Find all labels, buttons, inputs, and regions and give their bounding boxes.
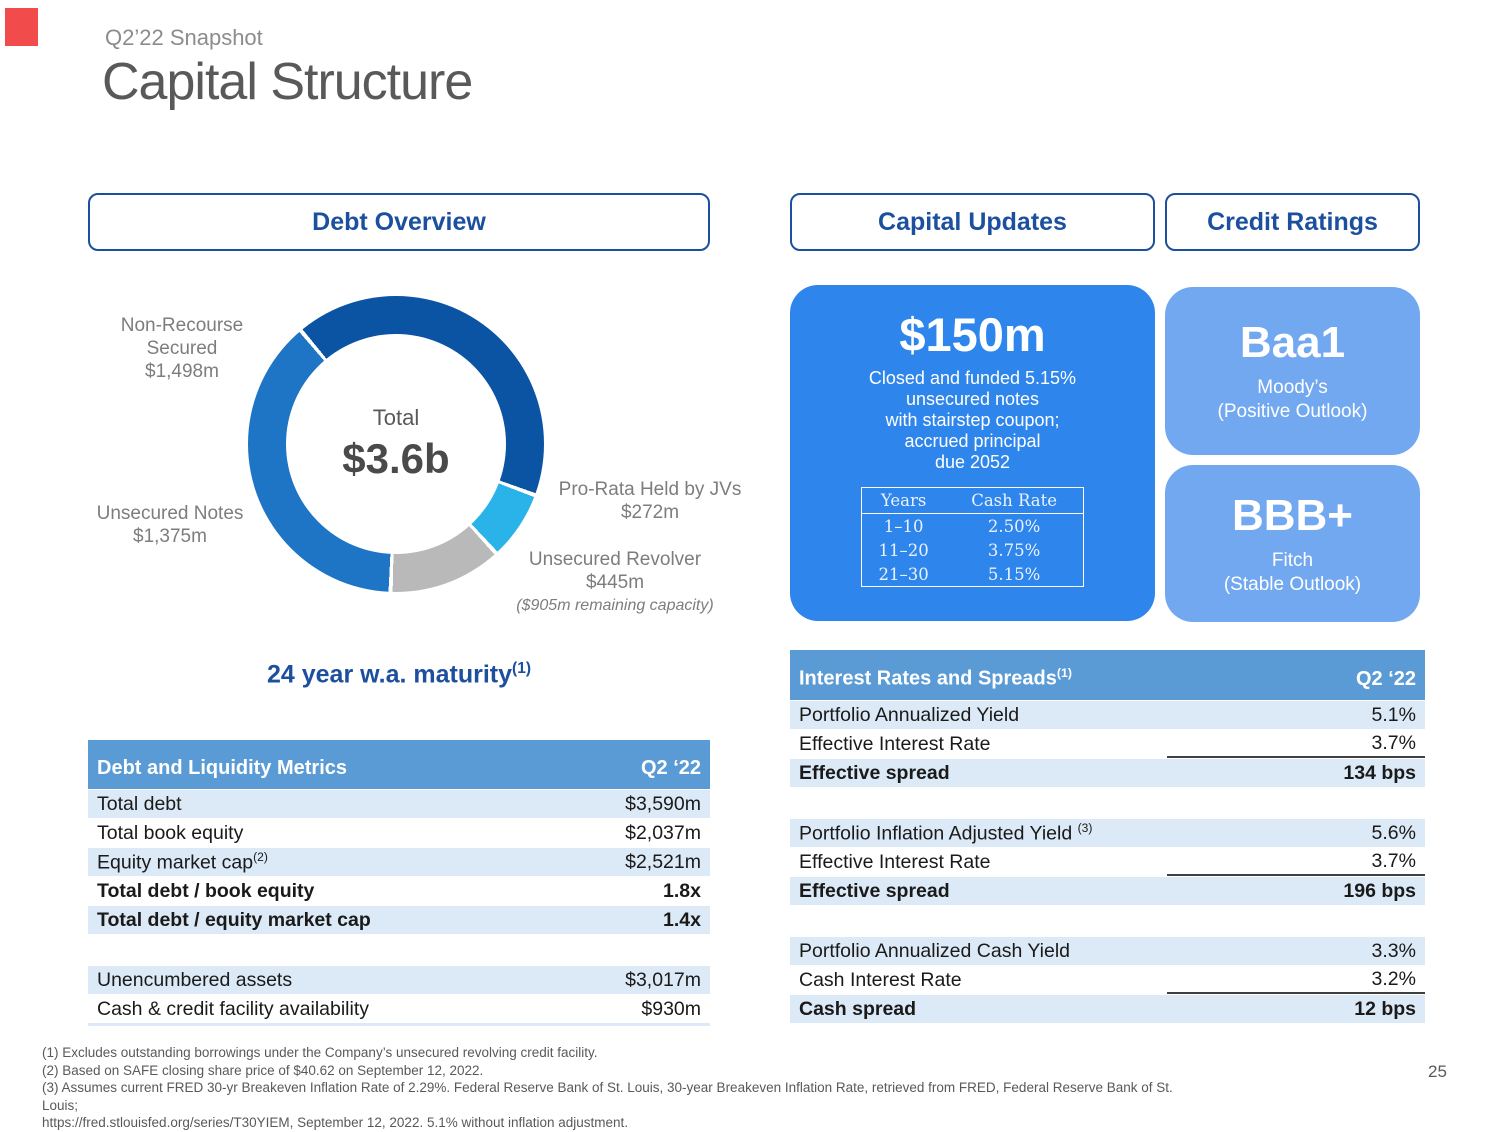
table-spacer-row bbox=[88, 934, 710, 965]
wa-maturity-note: 24 year w.a. maturity(1) bbox=[267, 660, 531, 689]
donut-center: Total $3.6b bbox=[286, 334, 506, 554]
section-header-credit-ratings: Credit Ratings bbox=[1165, 193, 1420, 251]
rating-agency: Moody’s bbox=[1257, 377, 1328, 398]
credit-rating-card-fitch: BBB+ Fitch (Stable Outlook) bbox=[1165, 465, 1420, 622]
section-header-debt-overview: Debt Overview bbox=[88, 193, 710, 251]
segment-label-unsecured-revolver: Unsecured Revolver $445m ($905m remainin… bbox=[516, 549, 714, 614]
debt-table-period: Q2 ‘22 bbox=[640, 757, 701, 779]
debt-table-title: Debt and Liquidity Metrics bbox=[97, 757, 348, 779]
segment-label-pro-rata-jvs: Pro-Rata Held by JVs $272m bbox=[558, 479, 742, 523]
rates-table-header: Interest Rates and Spreads(1) Q2 ‘22 bbox=[790, 650, 1425, 700]
table-row: Effective Interest Rate 3.7% bbox=[790, 729, 1425, 758]
table-row: Total book equity $2,037m bbox=[88, 818, 710, 847]
table-row: Cash spread 12 bps bbox=[790, 994, 1425, 1023]
table-row: Effective Interest Rate 3.7% bbox=[790, 847, 1425, 876]
interest-rates-spreads-table: Interest Rates and Spreads(1) Q2 ‘22 Por… bbox=[790, 650, 1425, 1023]
table-row: Effective spread 134 bps bbox=[790, 758, 1425, 787]
table-row: 21–30 5.15% bbox=[878, 564, 1041, 584]
red-logo-mark bbox=[5, 8, 38, 46]
table-spacer-row bbox=[790, 905, 1425, 936]
credit-rating-card-moodys: Baa1 Moody’s (Positive Outlook) bbox=[1165, 287, 1420, 455]
segment-label-unsecured-notes: Unsecured Notes $1,375m bbox=[96, 503, 244, 547]
rating-agency: Fitch bbox=[1271, 549, 1314, 571]
rating-value: Baa1 bbox=[1239, 318, 1346, 367]
table-row: Unencumbered assets $3,017m bbox=[88, 965, 710, 994]
section-header-capital-updates: Capital Updates bbox=[790, 193, 1155, 251]
rating-outlook: (Stable Outlook) bbox=[1223, 573, 1362, 595]
table-row: Cash & credit facility availability $930m bbox=[88, 994, 710, 1023]
table-bottom-rule bbox=[88, 1023, 710, 1026]
rating-value: BBB+ bbox=[1231, 490, 1354, 540]
stairstep-coupon-table: Years Cash Rate 1–10 2.50% 11–20 3.75% 21–… bbox=[861, 487, 1084, 587]
table-row: Effective spread 196 bps bbox=[790, 876, 1425, 905]
slide-eyebrow: Q2’22 Snapshot bbox=[105, 25, 263, 50]
table-row: Equity market cap(2) $2,521m bbox=[88, 847, 710, 876]
table-row: Total debt / book equity 1.8x bbox=[88, 876, 710, 905]
page-title: Capital Structure bbox=[102, 53, 473, 111]
table-spacer-row bbox=[790, 787, 1425, 818]
table-row: Portfolio Inflation Adjusted Yield (3) 5.… bbox=[790, 818, 1425, 847]
table-row: Portfolio Annualized Cash Yield 3.3% bbox=[790, 936, 1425, 965]
donut-center-value: $3.6b bbox=[342, 435, 450, 482]
table-row: Cash Interest Rate 3.2% bbox=[790, 965, 1425, 994]
table-row: Portfolio Annualized Yield 5.1% bbox=[790, 700, 1425, 729]
capital-update-amount: $150m bbox=[899, 308, 1046, 361]
table-row: Total debt / equity market cap 1.4x bbox=[88, 905, 710, 934]
debt-liquidity-metrics-table: Debt and Liquidity Metrics Q2 ‘22 Total … bbox=[88, 740, 710, 1026]
page-number: 25 bbox=[1428, 1062, 1447, 1081]
rates-table-title: Interest Rates and Spreads(1) bbox=[799, 666, 1073, 690]
footnotes: (1) Excludes outstanding borrowings unde… bbox=[42, 1045, 1173, 1130]
debt-donut-chart: Total $3.6b Non-Recourse Secured $1,498m… bbox=[88, 270, 760, 655]
table-row: 1–10 2.50% bbox=[883, 516, 1041, 536]
segment-label-non-recourse-secured: Non-Recourse Secured $1,498m bbox=[120, 315, 244, 382]
debt-table-header: Debt and Liquidity Metrics Q2 ‘22 bbox=[88, 740, 710, 789]
donut-center-label: Total bbox=[372, 405, 420, 430]
table-row: Total debt $3,590m bbox=[88, 789, 710, 818]
rating-outlook: (Positive Outlook) bbox=[1217, 401, 1368, 422]
capital-update-card: $150m Closed and funded 5.15% unsecured … bbox=[790, 285, 1155, 621]
rates-table-period: Q2 ‘22 bbox=[1355, 668, 1416, 690]
table-row: 11–20 3.75% bbox=[878, 540, 1041, 560]
